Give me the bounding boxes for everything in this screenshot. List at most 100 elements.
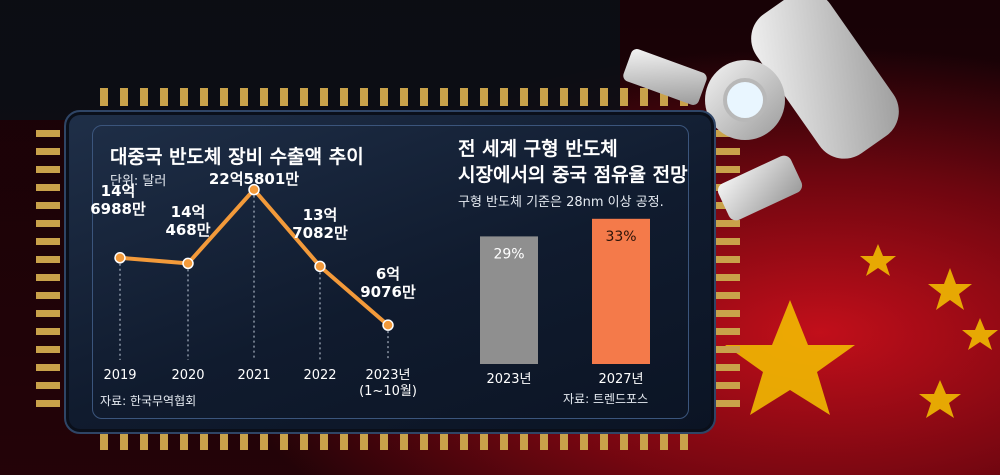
right-chart-subtitle: 구형 반도체 기준은 28nm 이상 공정. [458, 195, 664, 210]
pin [36, 130, 60, 137]
pin [716, 400, 740, 407]
data-label-1: 14억 468만 [133, 203, 243, 239]
pin [300, 88, 308, 106]
pin [240, 432, 248, 450]
pin [36, 328, 60, 335]
pin [36, 310, 60, 317]
pin [716, 220, 740, 227]
pin [140, 432, 148, 450]
pin [480, 88, 488, 106]
pin [620, 432, 628, 450]
data-point-2 [248, 183, 260, 196]
pin [500, 88, 508, 106]
robot-arm [623, 0, 899, 221]
data-label-0-line-0: 14억 [100, 181, 136, 200]
pin [580, 432, 588, 450]
data-label-3: 13억 7082만 [265, 206, 375, 242]
pin [400, 432, 408, 450]
pin [360, 432, 368, 450]
data-label-3-line-0: 13억 [302, 206, 338, 225]
pin [520, 88, 528, 106]
pin [420, 88, 428, 106]
data-label-2: 22억5801만 [199, 170, 309, 188]
data-label-1-line-1: 468만 [165, 221, 211, 240]
pin [716, 148, 740, 155]
pin [280, 88, 288, 106]
chip-inner-border [92, 125, 689, 419]
pin [500, 432, 508, 450]
x-tick-4: 2023년 (1~10월) [343, 368, 433, 400]
pin [320, 432, 328, 450]
pin [200, 432, 208, 450]
pin [36, 292, 60, 299]
left-chart-source: 자료: 한국무역협회 [100, 394, 197, 408]
data-label-0-line-1: 6988만 [90, 199, 146, 218]
bar-value-label-1: 33% [605, 229, 636, 245]
pin [460, 432, 468, 450]
data-label-2-line-0: 22억5801만 [208, 169, 300, 188]
pin [400, 88, 408, 106]
pin [160, 432, 168, 450]
pin [36, 184, 60, 191]
pin [580, 88, 588, 106]
pin [100, 432, 108, 450]
right-chart-source: 자료: 트렌드포스 [563, 392, 649, 406]
pin [36, 346, 60, 353]
data-point-3 [314, 260, 326, 273]
x-tick-3: 2022 [275, 368, 365, 384]
right-chart-title-line-2: 시장에서의 중국 점유율 전망 [458, 164, 688, 186]
star-5 [919, 380, 961, 418]
pin [300, 432, 308, 450]
x-tick-label-3: 2022 [303, 368, 337, 383]
pin [540, 432, 548, 450]
arm-claw-top [623, 49, 707, 105]
pin [260, 88, 268, 106]
pin [260, 432, 268, 450]
pin [360, 88, 368, 106]
star-4 [962, 318, 998, 350]
pin [680, 432, 688, 450]
pin [560, 88, 568, 106]
pin [160, 88, 168, 106]
left-chart-title: 대중국 반도체 장비 수출액 추이 [110, 146, 364, 168]
pin [600, 432, 608, 450]
pin [140, 88, 148, 106]
pin [180, 432, 188, 450]
pin [220, 88, 228, 106]
pin [716, 364, 740, 371]
pin [660, 432, 668, 450]
pin [540, 88, 548, 106]
data-point-1 [182, 257, 194, 270]
pin [36, 148, 60, 155]
pin [36, 238, 60, 245]
pin [340, 88, 348, 106]
pin [716, 310, 740, 317]
pin [640, 432, 648, 450]
pin [240, 88, 248, 106]
pin [36, 256, 60, 263]
pin [120, 88, 128, 106]
pin [36, 382, 60, 389]
pin [716, 382, 740, 389]
pin [560, 432, 568, 450]
x-tick-2: 2021 [209, 368, 299, 384]
x-tick-note-4: (1~10월) [359, 384, 417, 399]
data-label-0: 14억 6988만 [63, 182, 173, 218]
pin [180, 88, 188, 106]
bar-1 [592, 218, 650, 364]
pin [36, 220, 60, 227]
data-label-4-line-0: 6억 [375, 265, 401, 284]
star-1 [725, 300, 855, 415]
x-tick-1: 2020 [143, 368, 233, 384]
pin [380, 432, 388, 450]
pin [120, 432, 128, 450]
left-chart-unit: 단위: 달러 [110, 174, 167, 189]
pin [660, 88, 668, 106]
bar-category-label-0: 2023년 [486, 372, 531, 387]
pin [716, 166, 740, 173]
pin [100, 88, 108, 106]
arm-upper [751, 0, 899, 159]
pin [480, 432, 488, 450]
